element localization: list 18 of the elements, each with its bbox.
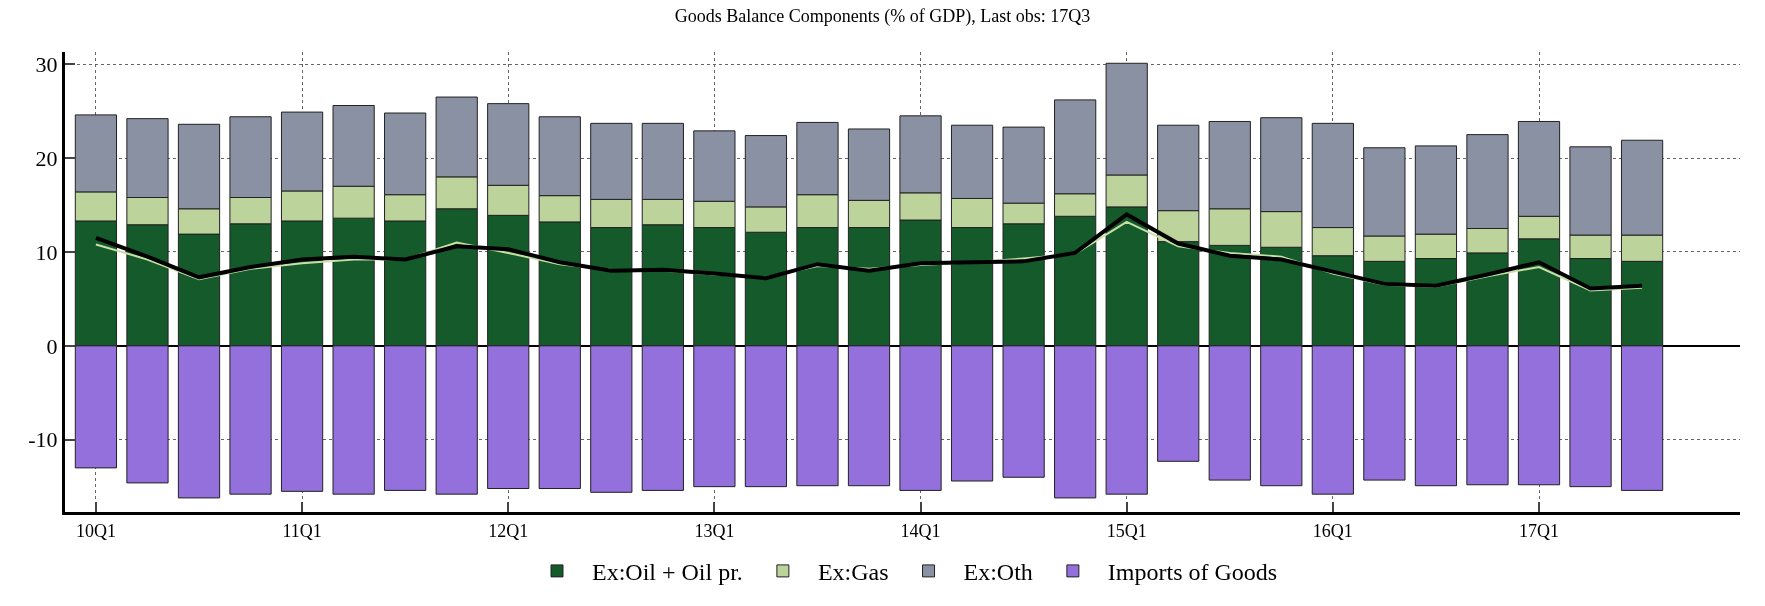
x-tick-label: 17Q1 [1519, 520, 1559, 541]
legend-label: Ex:Oil + Oil pr. [592, 559, 743, 586]
y-tick-label: 30 [35, 51, 58, 77]
y-tick-label: -10 [28, 427, 58, 453]
y-tick-label: 10 [35, 239, 58, 265]
legend-label: Ex:Gas [817, 559, 889, 586]
x-tick-label: 14Q1 [900, 520, 941, 541]
x-tick-label: 15Q1 [1106, 520, 1147, 541]
x-tick-label: 16Q1 [1312, 520, 1353, 541]
x-tick-label: 13Q1 [694, 520, 735, 541]
x-tick-label: 10Q1 [75, 520, 116, 541]
chart-title: Goods Balance Components (% of GDP), Last obs: 17Q3 [674, 5, 1091, 27]
y-tick-label: 20 [35, 145, 58, 171]
y-tick-label: 0 [46, 333, 58, 359]
legend-label: Imports of Goods [1107, 559, 1278, 586]
x-tick-label: 12Q1 [488, 520, 529, 541]
x-tick-label: 11Q1 [282, 520, 322, 541]
legend-label: Ex:Oth [963, 559, 1033, 586]
